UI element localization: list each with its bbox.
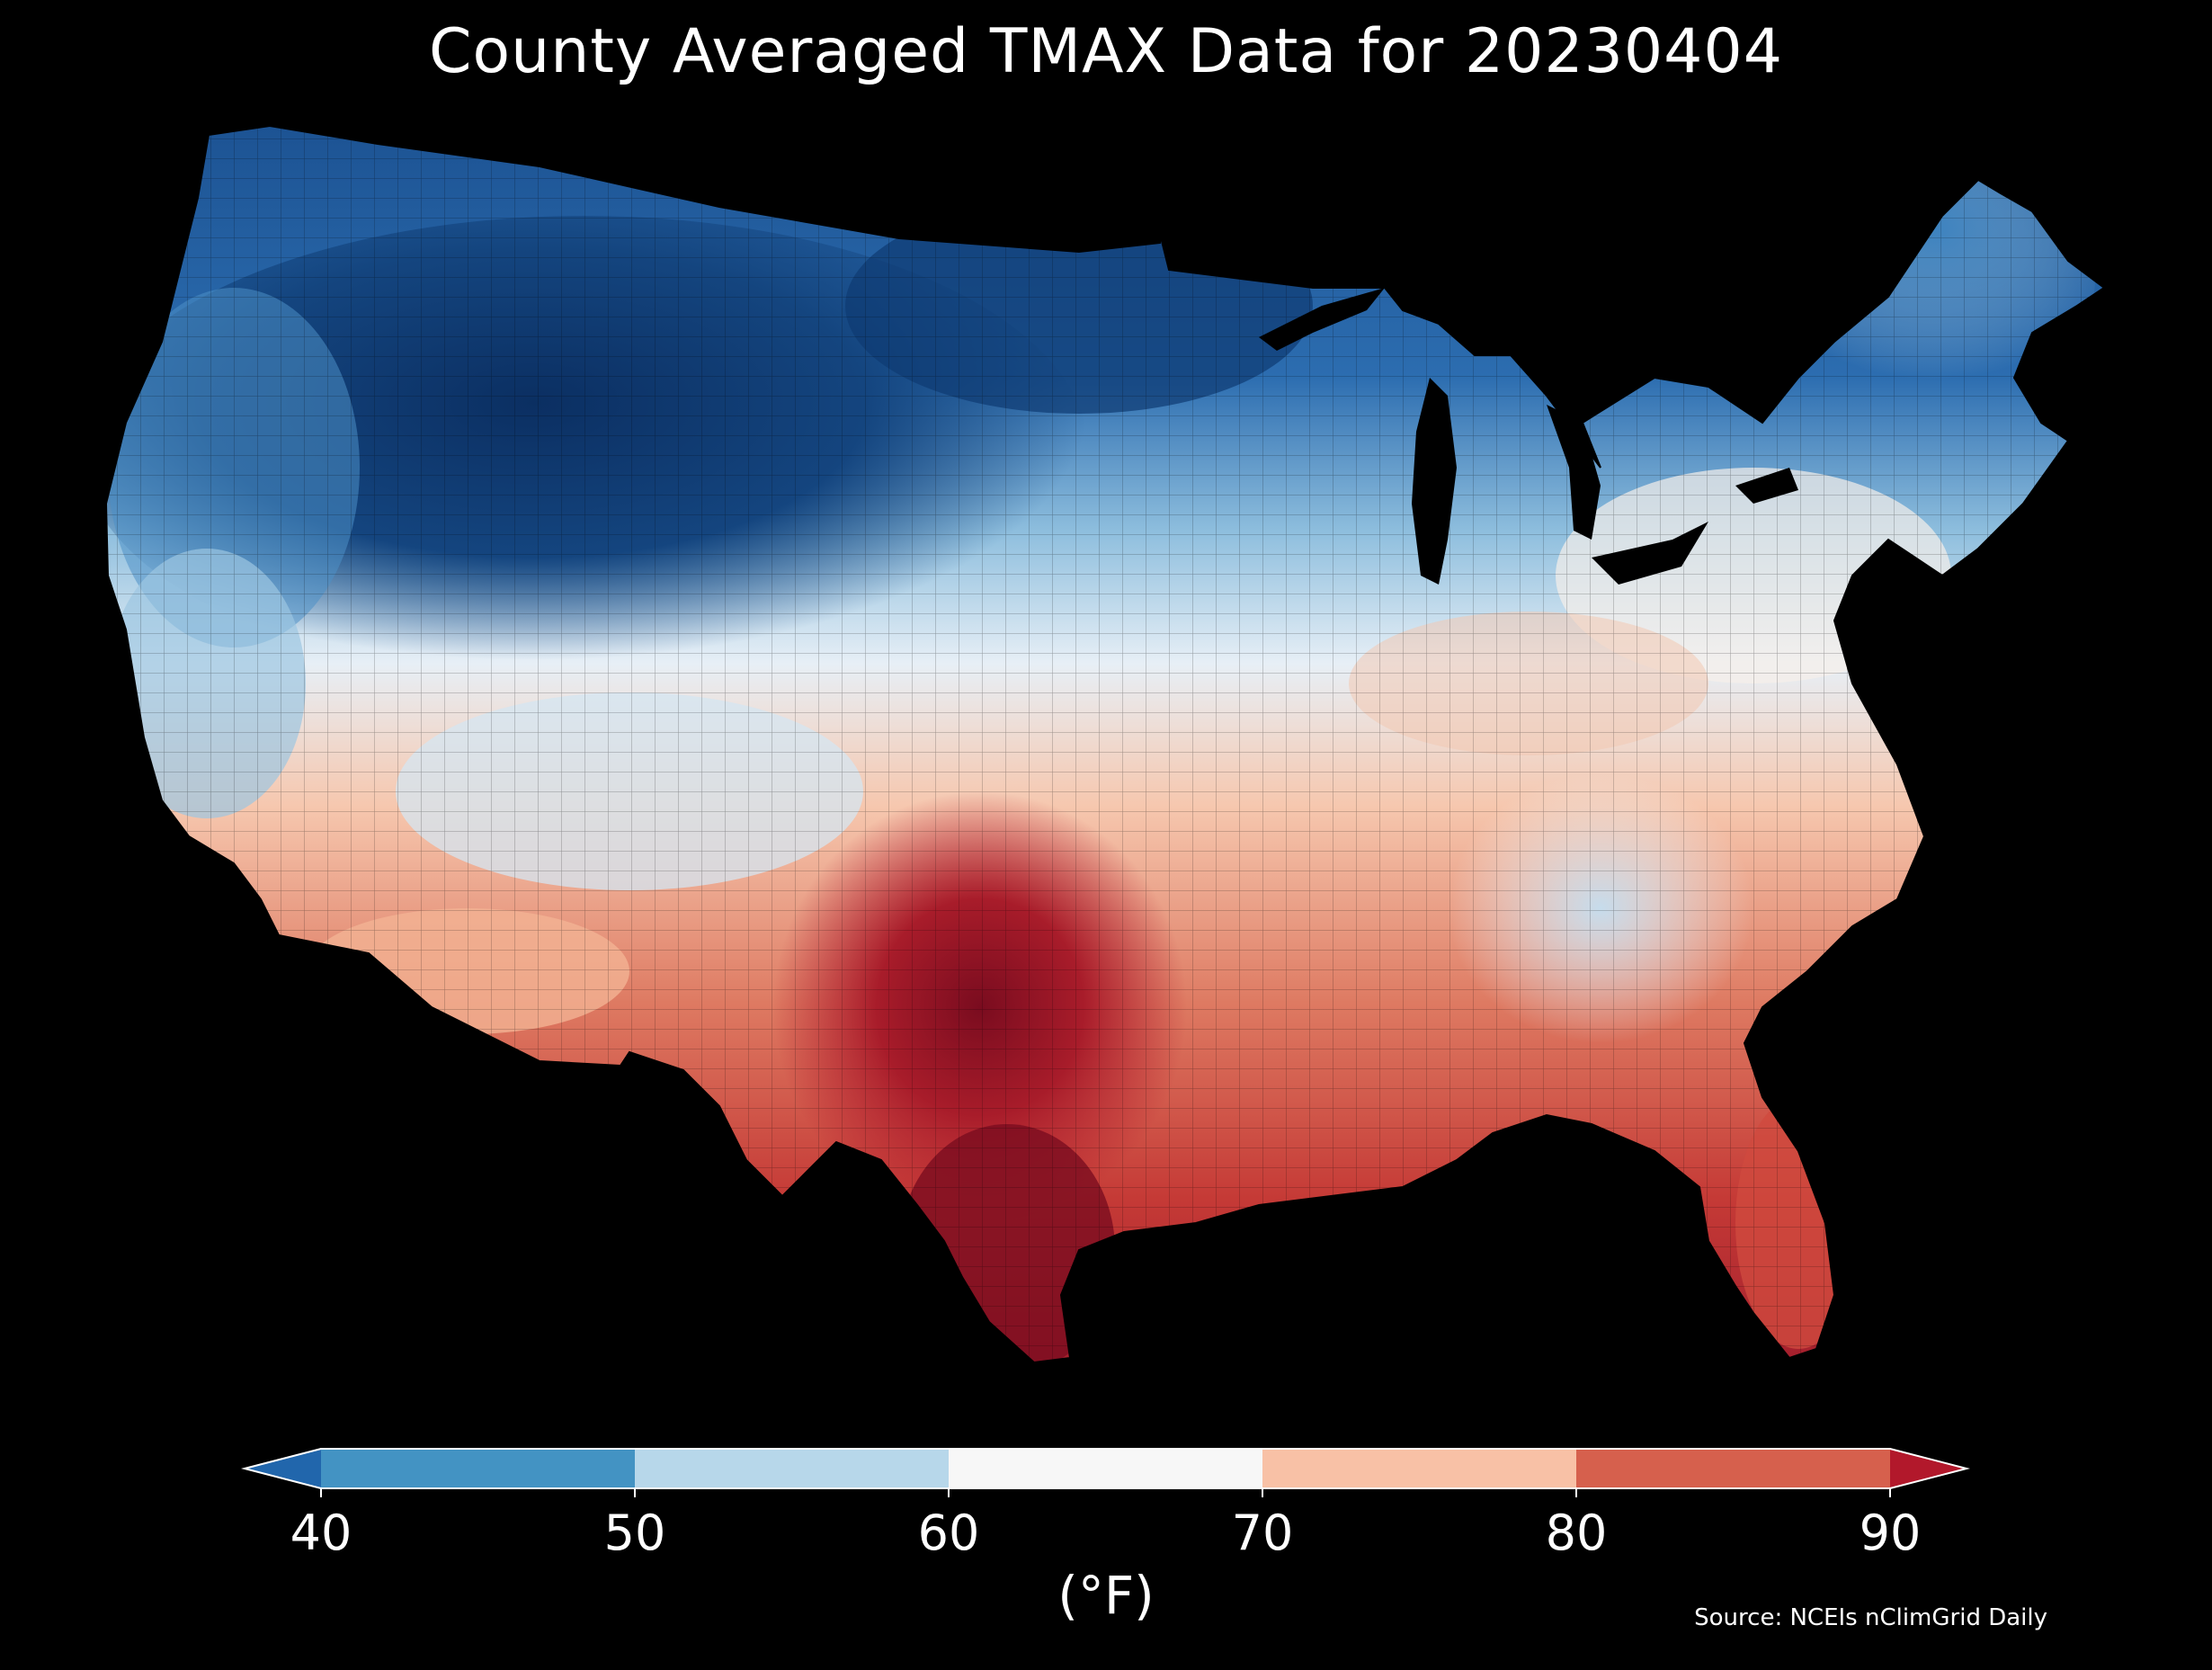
colorbar-tick-label: 70	[1232, 1505, 1294, 1561]
colorbar-tick-label: 80	[1546, 1505, 1608, 1561]
great-lakes	[1259, 288, 1798, 585]
county-fill-layer	[106, 126, 2104, 1362]
colorbar-tick-label: 40	[290, 1505, 352, 1561]
colorbar-unit-label: (°F)	[0, 1565, 2212, 1626]
colorbar-tick-label: 60	[918, 1505, 980, 1561]
colorbar-outline	[241, 1448, 1970, 1489]
colorbar-over-arrow	[1890, 1449, 1967, 1488]
choropleth-map	[105, 125, 2105, 1363]
colorbar-bin-70-80	[1262, 1449, 1576, 1488]
map-title: County Averaged TMAX Data for 20230404	[429, 16, 1783, 87]
map-svg	[105, 125, 2105, 1363]
colorbar-bin-60-70	[949, 1449, 1262, 1488]
unit-text: (°F)	[1057, 1565, 1155, 1626]
colorbar-bin-50-60	[635, 1449, 949, 1488]
colorbar-bin-40-50	[321, 1449, 635, 1488]
colorbar-tick-label: 90	[1860, 1505, 1922, 1561]
colorbar-bin-80-90	[1576, 1449, 1890, 1488]
source-note: Source: NCEIs nClimGrid Daily	[1694, 1604, 2047, 1631]
colorbar-under-arrow	[245, 1449, 321, 1488]
colorbar-tick-label: 50	[604, 1505, 666, 1561]
